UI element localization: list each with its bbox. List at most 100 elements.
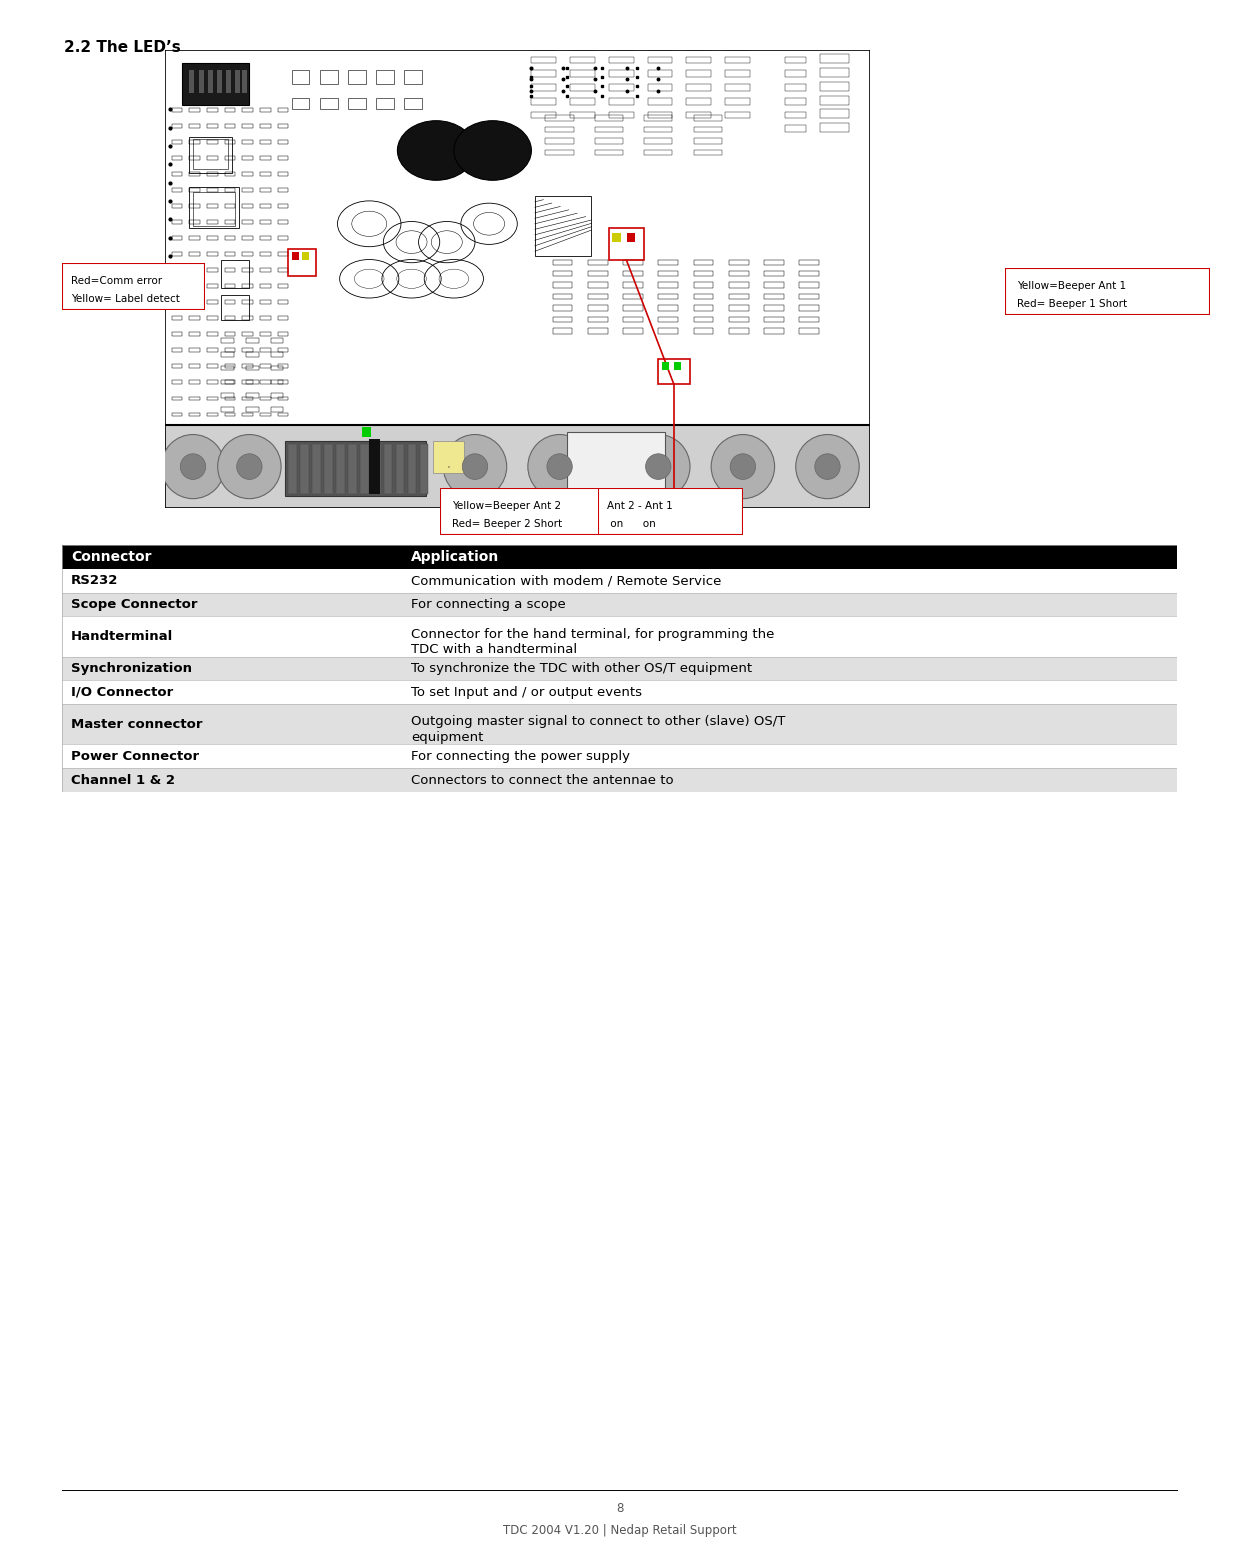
Text: Connector for the hand terminal, for programming the: Connector for the hand terminal, for pro… bbox=[411, 627, 774, 640]
Bar bbox=[224, 365, 235, 368]
Bar bbox=[764, 328, 784, 334]
Bar bbox=[570, 43, 595, 50]
Text: Outgoing master signal to connect to other (slave) OS/T: Outgoing master signal to connect to oth… bbox=[411, 716, 786, 728]
Bar bbox=[243, 348, 253, 353]
Bar bbox=[278, 188, 289, 191]
Bar bbox=[243, 269, 253, 272]
Bar bbox=[786, 98, 807, 104]
Bar bbox=[217, 70, 222, 93]
Text: I/O Connector: I/O Connector bbox=[71, 686, 173, 699]
Bar bbox=[260, 107, 270, 112]
Text: Communication with modem / Remote Service: Communication with modem / Remote Servic… bbox=[411, 575, 721, 587]
Bar bbox=[729, 328, 748, 334]
Bar bbox=[182, 64, 249, 104]
Bar bbox=[243, 155, 253, 160]
Bar bbox=[207, 221, 218, 224]
Bar bbox=[595, 115, 623, 121]
Bar bbox=[224, 188, 235, 191]
Bar bbox=[799, 259, 819, 266]
Ellipse shape bbox=[161, 435, 224, 499]
Bar bbox=[190, 396, 199, 401]
Bar bbox=[623, 328, 643, 334]
Bar bbox=[278, 348, 289, 353]
Bar bbox=[608, 43, 633, 50]
Bar bbox=[62, 617, 1177, 657]
Ellipse shape bbox=[646, 453, 672, 480]
Bar bbox=[260, 413, 270, 416]
Bar bbox=[553, 317, 572, 323]
Bar bbox=[224, 124, 235, 127]
Ellipse shape bbox=[462, 453, 488, 480]
Bar bbox=[243, 380, 253, 384]
Bar bbox=[207, 396, 218, 401]
Bar bbox=[260, 221, 270, 224]
Bar bbox=[729, 317, 748, 323]
Bar bbox=[377, 70, 394, 84]
Bar bbox=[243, 140, 253, 143]
Bar bbox=[686, 112, 711, 118]
Bar bbox=[291, 252, 299, 261]
Bar bbox=[729, 306, 748, 311]
Bar bbox=[404, 70, 422, 84]
Bar bbox=[278, 203, 289, 208]
Text: Power Connector: Power Connector bbox=[71, 750, 199, 763]
Bar bbox=[270, 339, 284, 343]
Bar bbox=[729, 270, 748, 276]
Bar bbox=[786, 126, 807, 132]
Bar bbox=[172, 300, 182, 304]
Bar bbox=[595, 138, 623, 143]
Bar bbox=[245, 379, 259, 384]
Bar bbox=[648, 56, 673, 64]
Bar bbox=[62, 593, 1177, 617]
Bar bbox=[729, 294, 748, 300]
Bar bbox=[190, 172, 199, 175]
Bar bbox=[432, 441, 465, 474]
Bar bbox=[278, 332, 289, 335]
Bar bbox=[190, 269, 199, 272]
Bar bbox=[289, 248, 316, 276]
Bar bbox=[820, 96, 849, 104]
Bar bbox=[190, 221, 199, 224]
Bar bbox=[224, 236, 235, 239]
Bar bbox=[243, 124, 253, 127]
Bar bbox=[190, 70, 195, 93]
Bar bbox=[729, 259, 748, 266]
Ellipse shape bbox=[218, 435, 281, 499]
Bar bbox=[243, 221, 253, 224]
Bar bbox=[190, 300, 199, 304]
Bar bbox=[786, 112, 807, 118]
Text: Yellow= Label detect: Yellow= Label detect bbox=[71, 294, 180, 303]
Text: Connectors to connect the antennae to: Connectors to connect the antennae to bbox=[411, 773, 674, 787]
Bar bbox=[384, 444, 393, 494]
Bar bbox=[799, 270, 819, 276]
Bar bbox=[278, 317, 289, 320]
Bar bbox=[278, 284, 289, 287]
Bar bbox=[408, 444, 416, 494]
Bar bbox=[222, 379, 234, 384]
Bar bbox=[532, 56, 556, 64]
Bar bbox=[658, 359, 690, 384]
Bar bbox=[644, 115, 673, 121]
Bar bbox=[764, 294, 784, 300]
Bar bbox=[190, 252, 199, 256]
Bar bbox=[278, 172, 289, 175]
Bar bbox=[260, 203, 270, 208]
Bar bbox=[245, 339, 259, 343]
Bar bbox=[532, 84, 556, 92]
Bar bbox=[62, 545, 1177, 568]
Bar bbox=[207, 188, 218, 191]
Bar bbox=[644, 138, 673, 143]
Bar bbox=[208, 70, 213, 93]
Bar bbox=[820, 82, 849, 92]
Bar bbox=[623, 270, 643, 276]
Bar bbox=[260, 252, 270, 256]
Bar bbox=[224, 413, 235, 416]
Bar bbox=[404, 98, 422, 109]
Bar bbox=[608, 112, 633, 118]
Ellipse shape bbox=[815, 453, 840, 480]
Bar bbox=[165, 50, 870, 426]
Bar bbox=[820, 109, 849, 118]
Text: To synchronize the TDC with other OS/T equipment: To synchronize the TDC with other OS/T e… bbox=[411, 662, 752, 676]
Bar bbox=[260, 332, 270, 335]
Bar bbox=[686, 70, 711, 78]
